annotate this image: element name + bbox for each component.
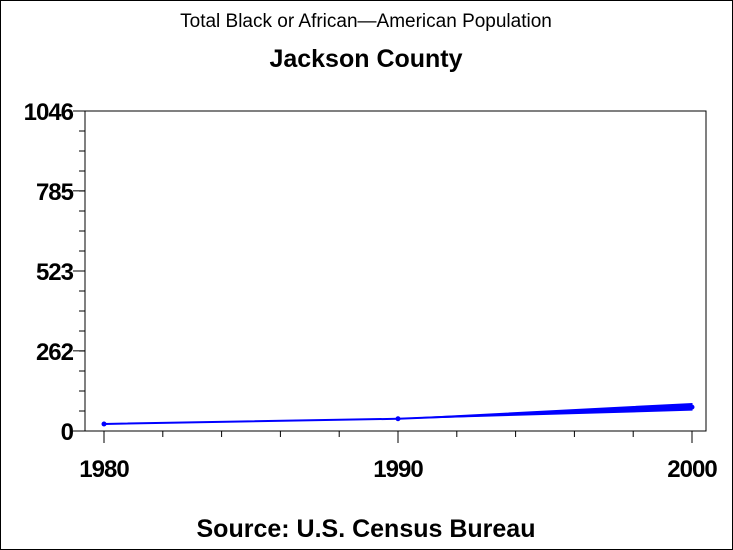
y-tick-label: 785	[36, 179, 74, 206]
series-layer	[101, 402, 695, 427]
data-point	[395, 416, 401, 422]
source-note: Source: U.S. Census Bureau	[197, 515, 536, 543]
x-tick-label: 1990	[373, 456, 423, 483]
x-axis: 1980 1990 2000	[79, 431, 718, 483]
data-point	[101, 421, 107, 427]
plot-area	[84, 110, 707, 432]
y-axis: 0 262 523 785 1046	[24, 99, 85, 446]
series-line	[103, 406, 693, 425]
y-tick-label: 1046	[24, 99, 74, 126]
y-tick-label: 523	[36, 259, 74, 286]
chart-title: Total Black or African—American Populati…	[180, 11, 552, 32]
chart-subtitle: Jackson County	[269, 45, 462, 73]
y-tick-label: 0	[61, 419, 74, 446]
y-tick-label: 262	[36, 339, 74, 366]
data-point	[689, 404, 695, 410]
x-tick-label: 1980	[79, 456, 129, 483]
x-tick-label: 2000	[667, 456, 717, 483]
